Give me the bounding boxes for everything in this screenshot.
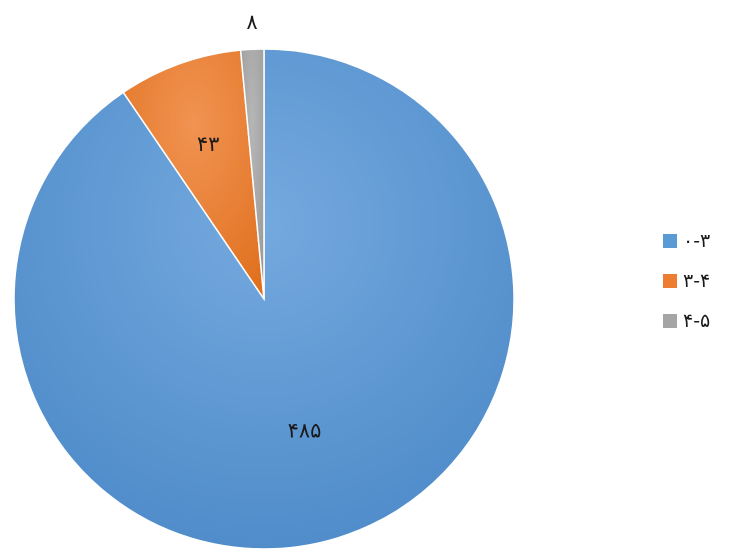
data-label-4-5: ۸	[246, 10, 257, 34]
legend-item-0-3: ۰-۳	[663, 230, 743, 252]
legend-label-3-4: ۳-۴	[683, 270, 711, 292]
pie-slices	[13, 48, 515, 550]
slice-4-5	[239, 48, 265, 300]
legend-item-3-4: ۳-۴	[663, 270, 743, 292]
legend: ۰-۳ ۳-۴ ۴-۵	[663, 232, 743, 352]
legend-label-0-3: ۰-۳	[683, 230, 711, 252]
data-label-0-3: ۴۸۵	[288, 418, 322, 442]
data-label-3-4: ۴۳	[197, 132, 220, 156]
legend-swatch-0-3	[663, 234, 677, 248]
legend-swatch-4-5	[663, 314, 677, 328]
pie-data-labels: ۴۸۵ ۴۳ ۸	[197, 10, 322, 442]
legend-swatch-3-4	[663, 274, 677, 288]
slice-3-4	[122, 49, 265, 300]
legend-label-4-5: ۴-۵	[683, 310, 711, 332]
legend-item-4-5: ۴-۵	[663, 310, 743, 332]
